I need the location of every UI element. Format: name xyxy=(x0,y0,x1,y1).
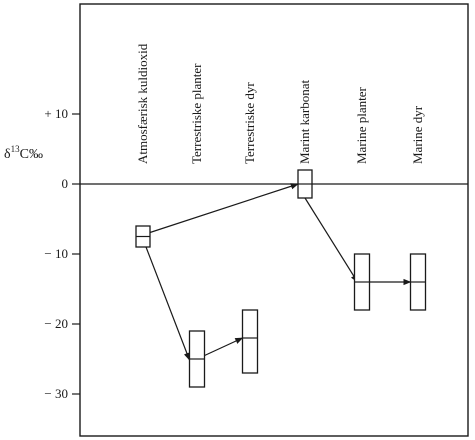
y-tick-label: − 10 xyxy=(44,246,68,261)
y-axis-title: δ13C‰ xyxy=(4,144,43,162)
column-label-mar_dyr: Marine dyr xyxy=(410,105,425,164)
column-label-mar_karb: Marint karbonat xyxy=(297,79,312,164)
plot-frame xyxy=(79,3,469,437)
y-tick-label: 0 xyxy=(62,176,69,191)
range-box-ter_dyr xyxy=(241,309,259,374)
column-label-ter_dyr: Terrestriske dyr xyxy=(242,82,257,164)
arrow-mar_karb-to-mar_pl xyxy=(304,197,359,283)
column-label-ter_pl: Terrestriske planter xyxy=(189,63,204,164)
arrow-atm-to-ter_pl xyxy=(145,246,191,361)
y-tick-label: − 30 xyxy=(44,386,68,401)
column-label-mar_pl: Marine planter xyxy=(354,86,369,164)
arrow-atm-to-mar_karb xyxy=(149,183,299,234)
column-labels: Atmosfærisk kuldioxid Terrestriske plante… xyxy=(135,43,425,164)
y-tick-label: − 20 xyxy=(44,316,68,331)
range-boxes xyxy=(135,169,427,388)
column-label-atm: Atmosfærisk kuldioxid xyxy=(135,43,150,164)
y-axis-ticks: + 10 0 − 10 − 20 − 30 xyxy=(44,106,80,401)
flow-arrows xyxy=(145,183,412,361)
y-tick-label: + 10 xyxy=(44,106,68,121)
